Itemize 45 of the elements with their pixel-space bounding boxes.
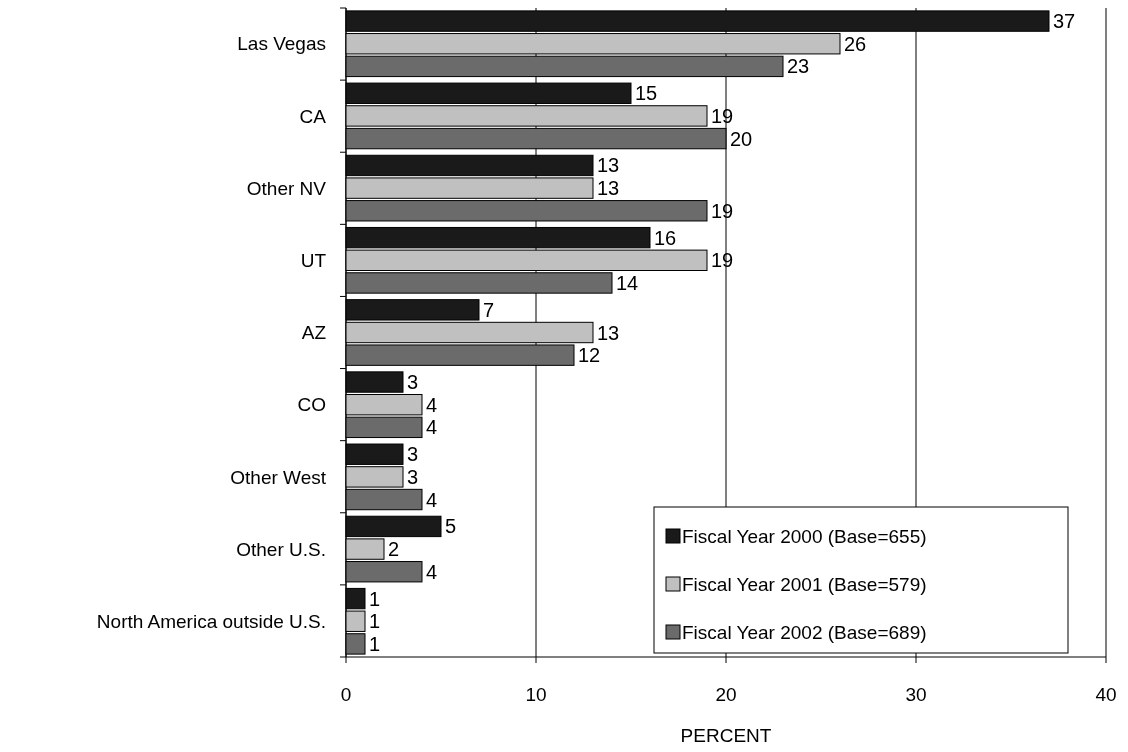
y-tick-label: CA — [299, 105, 327, 127]
y-tick-label: Other West — [230, 466, 327, 488]
data-label: 19 — [711, 249, 734, 272]
data-label: 19 — [711, 199, 734, 222]
data-label: 12 — [578, 344, 601, 367]
data-label: 1 — [369, 587, 381, 610]
y-tick-label: CO — [297, 394, 326, 416]
x-tick-label: 10 — [525, 684, 547, 705]
data-label: 4 — [426, 488, 438, 511]
y-tick-label: North America outside U.S. — [96, 610, 326, 632]
y-tick-label: AZ — [301, 322, 327, 344]
data-label: 13 — [597, 177, 620, 200]
data-label: 3 — [407, 371, 419, 394]
data-label: 1 — [369, 610, 381, 633]
y-tick-label: UT — [300, 249, 327, 271]
data-label: 4 — [426, 560, 438, 583]
data-label: 3 — [407, 443, 419, 466]
x-tick-label: 20 — [715, 684, 737, 705]
data-label: 26 — [844, 32, 867, 55]
data-label: 14 — [616, 271, 639, 294]
data-label: 7 — [483, 298, 495, 321]
legend-label: Fiscal Year 2001 (Base=579) — [682, 573, 927, 595]
data-label: 4 — [426, 416, 438, 439]
data-label: 23 — [787, 55, 810, 78]
data-label: 16 — [654, 226, 677, 249]
x-tick-label: 30 — [905, 684, 927, 705]
x-tick-label: 0 — [340, 684, 352, 705]
x-axis-title: PERCENT — [680, 725, 772, 746]
data-label: 4 — [426, 393, 438, 416]
x-tick-label: 40 — [1095, 684, 1117, 705]
data-label: 20 — [730, 127, 753, 150]
legend-label: Fiscal Year 2002 (Base=689) — [682, 621, 927, 643]
legend-label: Fiscal Year 2000 (Base=655) — [682, 525, 927, 547]
y-tick-label: Other NV — [246, 177, 327, 199]
data-label: 5 — [445, 515, 457, 538]
data-label: 15 — [635, 82, 658, 105]
data-label: 3 — [407, 465, 419, 488]
data-label: 1 — [369, 632, 381, 655]
data-label: 19 — [711, 104, 734, 127]
data-label: 2 — [388, 538, 400, 561]
data-label: 13 — [597, 154, 620, 177]
y-tick-label: Other U.S. — [236, 538, 326, 560]
data-label: 37 — [1053, 10, 1076, 33]
y-tick-label: Las Vegas — [237, 33, 326, 55]
data-label: 13 — [597, 321, 620, 344]
